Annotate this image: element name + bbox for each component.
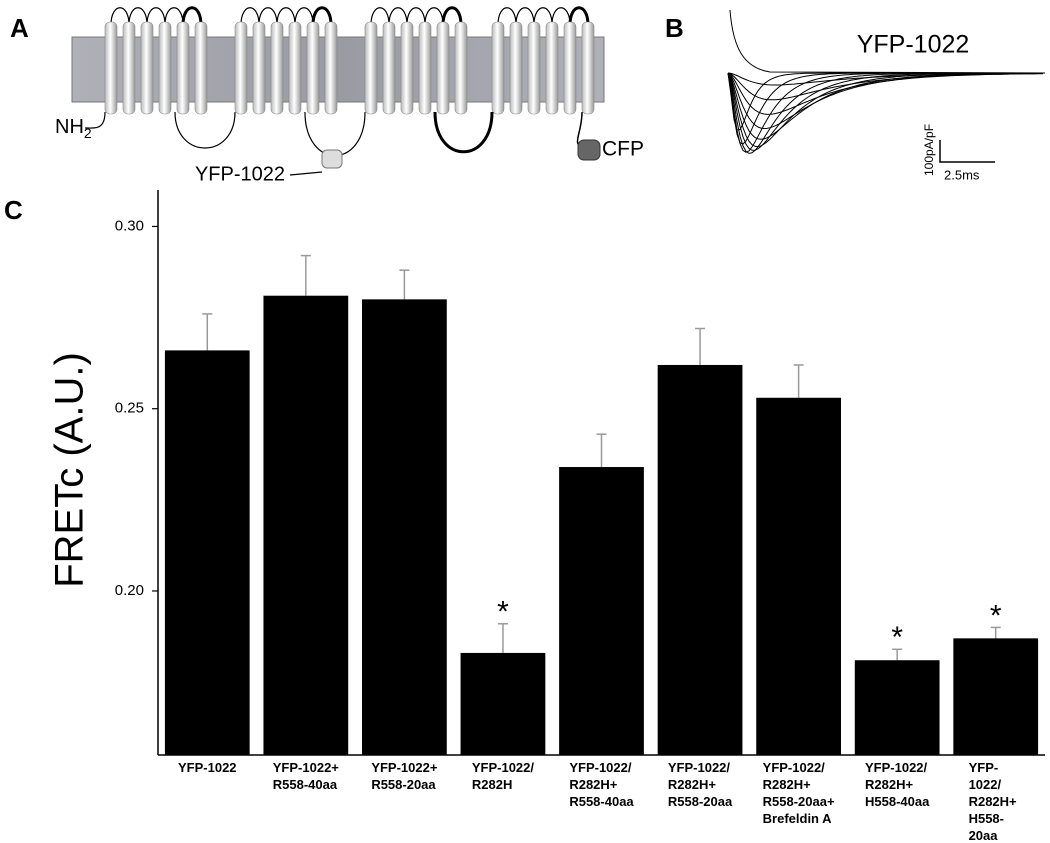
- x-tick-label: YFP-1022/ R282H+ R558-20aa+ Brefeldin A: [762, 760, 835, 826]
- significance: *: [990, 599, 1002, 632]
- helix: [194, 21, 208, 115]
- helix: [140, 21, 154, 115]
- n-terminus-text: NH: [55, 116, 84, 138]
- x-scale-label: 2.5ms: [944, 167, 980, 182]
- bar: [953, 638, 1039, 755]
- loop: [276, 7, 296, 26]
- helix: [252, 21, 266, 115]
- linker: [304, 111, 366, 157]
- helix: [158, 21, 172, 115]
- y-tick-label: 0.30: [115, 217, 144, 234]
- c-tag: CFP: [602, 138, 644, 161]
- significance: *: [497, 596, 509, 629]
- tag-label: YFP-1022: [195, 163, 285, 185]
- y-scale-label: 100pA/pF: [922, 124, 936, 176]
- helix: [418, 21, 432, 115]
- helix: [509, 21, 523, 115]
- loop: [388, 7, 408, 26]
- helix: [491, 21, 505, 115]
- helix: [122, 21, 136, 115]
- loop: [240, 7, 260, 26]
- current-traces: [727, 9, 1046, 163]
- cfp-barrel: [577, 139, 601, 161]
- helix: [454, 21, 468, 115]
- helix: [382, 21, 396, 115]
- trace: [727, 72, 1043, 131]
- y-tick-label: 0.20: [115, 582, 144, 599]
- x-tick-label: YFP-1022/ R282H+ H558-20aa: [968, 760, 1017, 843]
- loop: [181, 6, 203, 26]
- helix: [400, 21, 414, 115]
- helix: [104, 21, 118, 115]
- loop: [128, 7, 148, 26]
- loop: [568, 6, 590, 26]
- trace: [729, 9, 1046, 74]
- bar: [164, 350, 250, 755]
- y-axis-label: FRETc (A.U.): [48, 352, 92, 588]
- helix: [364, 21, 378, 115]
- loop: [311, 6, 333, 26]
- bar: [657, 364, 743, 755]
- helix: [436, 21, 450, 115]
- helix: [176, 21, 190, 115]
- schematic: [71, 6, 605, 176]
- trace: [727, 72, 1043, 148]
- x-tick-label: YFP-1022/ R282H: [471, 760, 535, 792]
- loop: [370, 7, 390, 26]
- x-tick-label: YFP-1022: [177, 760, 237, 775]
- x-tick-label: YFP-1022/ R282H+ R558-40aa: [569, 760, 634, 809]
- scale-bar: [939, 140, 995, 163]
- panel-label: A: [10, 13, 29, 43]
- linker: [174, 111, 236, 149]
- y-tick-label: 0.25: [115, 400, 144, 417]
- bar: [362, 299, 447, 755]
- x-tick-label: YFP-1022+ R558-20aa: [371, 760, 438, 792]
- loop: [258, 7, 278, 26]
- helix: [545, 21, 559, 115]
- bar: [854, 660, 940, 755]
- yfp-barrel: [321, 149, 343, 169]
- helix: [527, 21, 541, 115]
- bar: [460, 652, 546, 755]
- trace: [727, 72, 1043, 86]
- bar: [756, 397, 841, 755]
- bar: [263, 295, 349, 755]
- helix: [306, 21, 320, 115]
- loop: [146, 7, 166, 26]
- loop: [533, 7, 553, 26]
- loop: [406, 7, 426, 26]
- loop: [515, 7, 535, 26]
- trace-title: YFP-1022: [857, 31, 970, 59]
- helix: [270, 21, 284, 115]
- n-terminus: NH2: [55, 116, 92, 140]
- yfp-link: [289, 171, 323, 176]
- significance: *: [891, 621, 903, 654]
- helix: [324, 21, 338, 115]
- helix: [288, 21, 302, 115]
- bar: [559, 467, 644, 755]
- loop: [110, 7, 130, 26]
- panel-label: C: [4, 195, 23, 225]
- x-tick-label: YFP-1022/ R282H+ R558-20aa: [667, 760, 733, 809]
- panel-label: B: [665, 13, 684, 43]
- x-tick-label: YFP-1022+ R558-40aa: [272, 760, 339, 792]
- loop: [497, 7, 517, 26]
- helix: [563, 21, 577, 115]
- n-terminus-sub: 2: [84, 125, 92, 141]
- helix: [234, 21, 248, 115]
- n-tail: [84, 111, 106, 129]
- loop: [441, 6, 463, 26]
- helix: [581, 21, 595, 115]
- linker: [433, 111, 494, 154]
- x-tick-label: YFP-1022/ R282H+ H558-40aa: [864, 760, 930, 809]
